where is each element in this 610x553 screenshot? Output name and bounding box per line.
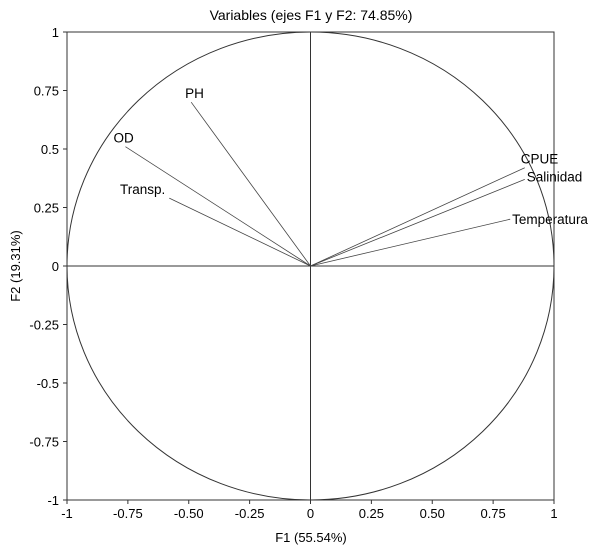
y-tick-label: -1 [47,493,59,508]
x-tick-label: 0 [307,506,314,521]
y-tick-label: -0.75 [29,435,59,450]
y-tick-label: 0.5 [41,142,59,157]
x-tick-label: -0.25 [235,506,265,521]
vector-ph [190,101,311,267]
label-ph: PH [185,86,204,101]
chart-title: Variables (ejes F1 y F2: 74.85%) [210,7,413,23]
x-tick-label: -1 [61,506,73,521]
y-tick-label: -0.25 [29,318,59,333]
label-transp: Transp. [120,182,165,197]
vector-temperatura [310,218,511,267]
vector-od [125,146,311,267]
label-od: OD [113,131,134,146]
vector-salinidad [310,179,525,267]
y-tick-label: 0 [52,259,59,274]
vector-transp [169,197,311,267]
x-tick-labels: -1 -0.75 -0.50 -0.25 0 0.25 0.50 0.75 1 [61,500,558,521]
x-axis-title: F1 (55.54%) [275,530,347,545]
x-tick-label: 1 [550,506,557,521]
x-tick-label: -0.75 [113,506,143,521]
y-axis-title: F2 (19.31%) [8,230,23,302]
x-tick-label: -0.50 [174,506,204,521]
x-tick-label: 0.75 [480,506,505,521]
x-tick-label: 0.25 [359,506,384,521]
y-tick-label: -0.5 [37,376,59,391]
y-tick-label: 0.75 [34,84,59,99]
label-salinidad: Salinidad [527,169,583,184]
label-temperatura: Temperatura [512,212,588,227]
vector-cpue [310,167,525,267]
label-cpue: CPUE [521,152,559,167]
x-tick-label: 0.50 [420,506,445,521]
y-tick-label: 0.25 [34,201,59,216]
y-tick-labels: 1 0.75 0.5 0.25 0 -0.25 -0.5 -0.75 -1 [29,25,67,508]
y-tick-label: 1 [52,25,59,40]
plot-layer: CPUE Salinidad Temperatura PH OD Transp. [66,31,588,501]
